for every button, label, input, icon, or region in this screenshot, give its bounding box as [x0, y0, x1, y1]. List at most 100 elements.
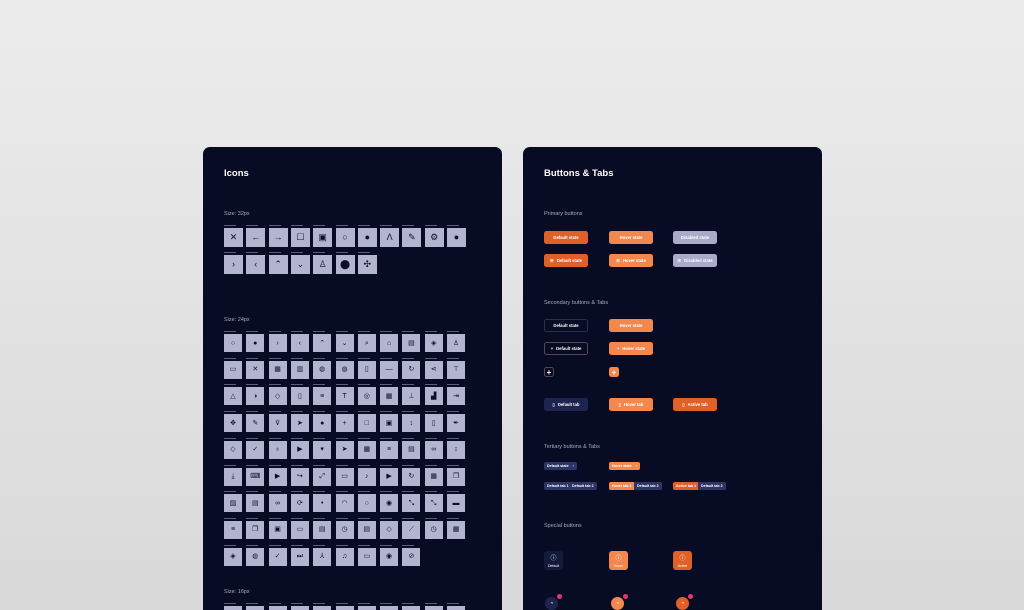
hover-tab[interactable]: ▯ Hover tab — [609, 398, 653, 411]
info-icon: ● — [313, 414, 332, 433]
chevron-left-icon: ‹ — [246, 254, 266, 274]
special-hover-button[interactable]: ⓘ Hover — [609, 551, 628, 570]
icon-label — [268, 517, 281, 519]
person-icon: ♙ — [447, 334, 465, 352]
special-active-button[interactable]: ⓘ Active — [673, 551, 692, 570]
icon-label — [357, 357, 370, 359]
primary-hover-icon-button[interactable]: ☰ Hover state — [609, 254, 653, 267]
plus-icon: + — [546, 367, 552, 377]
icon-label — [246, 517, 259, 519]
label: Disabled state — [684, 258, 713, 263]
icon-label — [313, 357, 326, 359]
label: Hover tab 1 — [612, 484, 632, 488]
icon-label — [380, 225, 393, 226]
icon-label — [380, 331, 393, 332]
icon-label — [402, 411, 415, 413]
panel-title: Icons — [224, 168, 249, 179]
edit-icon: ✎ — [246, 414, 265, 433]
compass-icon: Λ — [380, 228, 400, 247]
icon-label — [268, 225, 281, 226]
document-icon: ▤ — [313, 520, 332, 539]
primary-default-button[interactable]: Default state — [544, 231, 588, 244]
tertiary-tab-1[interactable]: Default tab 1 — [544, 482, 572, 490]
check-icon: ✓ — [268, 547, 287, 566]
grid-icon: ▦ — [268, 360, 287, 379]
video-icon: ▶ — [380, 467, 399, 486]
notification-hover-button[interactable]: ◔ — [611, 594, 628, 610]
secondary-default-button[interactable]: Default state — [544, 319, 588, 332]
special-heading: Special buttons — [544, 523, 582, 529]
clock-icon: ◷ — [335, 520, 354, 539]
icon-label — [313, 464, 326, 466]
icon-label — [424, 225, 437, 226]
icon-label — [447, 437, 459, 439]
location-icon: ⬤ — [335, 254, 355, 274]
icon-label — [313, 544, 326, 546]
icon-label — [290, 225, 303, 226]
label: Hover state — [622, 346, 646, 351]
plus-icon: + — [616, 346, 620, 351]
table-icon: ▦ — [357, 440, 376, 459]
icon-label — [447, 517, 459, 519]
tertiary-tab-2[interactable]: Default tab 2 — [698, 482, 726, 490]
primary-hover-button[interactable]: Hover state — [609, 231, 653, 244]
secondary-hover-button[interactable]: Hover state — [609, 319, 653, 332]
sort-icon: ↕ — [402, 414, 421, 433]
icon-label — [313, 251, 326, 253]
home-icon: ⌂ — [380, 606, 399, 610]
radio-icon: ○ — [357, 494, 376, 513]
checkmark-filled-icon: ● — [357, 228, 377, 247]
link-icon: ∞ — [424, 440, 443, 459]
label: Hover state — [619, 235, 643, 240]
icon-label — [335, 464, 348, 466]
tertiary-hover-button[interactable]: Hover state › — [609, 462, 640, 470]
icon-label — [290, 603, 303, 604]
secondary-plus-icon-button[interactable]: + — [544, 367, 554, 377]
icon-label — [290, 544, 303, 546]
radio-icon: ○ — [224, 606, 242, 610]
default-tab[interactable]: ▯ Default tab — [544, 398, 588, 411]
notification-active-button[interactable]: ◔ — [676, 594, 693, 610]
notification-default-button[interactable]: ◔ — [545, 594, 562, 610]
tertiary-active-tab-1[interactable]: Active tab 1 — [673, 482, 700, 490]
icon-label — [335, 411, 348, 413]
secondary-default-plus-button[interactable]: + Default state — [544, 342, 588, 355]
play-icon: ▶ — [268, 467, 287, 486]
secondary-hover-plus-button[interactable]: + Hover state — [609, 342, 653, 355]
special-default-button[interactable]: ⓘ Default — [544, 551, 563, 570]
primary-disabled-button[interactable]: Disabled state — [673, 231, 717, 244]
secondary-hover-plus-icon-button[interactable]: + — [609, 367, 619, 377]
eye-off-icon: ⊘ — [402, 547, 421, 566]
cube-icon: ◈ — [424, 606, 443, 610]
icon-label — [313, 603, 326, 604]
icon-label — [402, 517, 415, 519]
primary-default-icon-button[interactable]: ☰ Default state — [544, 254, 588, 267]
active-tab[interactable]: ▯ Active tab — [673, 398, 717, 411]
arrows-icon: ⤡ — [424, 494, 443, 513]
icon-label — [402, 491, 415, 493]
icon-label — [357, 437, 370, 439]
icon-label — [290, 331, 303, 332]
primary-disabled-icon-button[interactable]: ☰ Disabled state — [673, 254, 717, 267]
gauge-icon: ◔ — [680, 600, 685, 607]
icon-label — [224, 384, 236, 386]
calculator-icon: ▦ — [447, 520, 465, 539]
pushpin-icon: ✎ — [402, 228, 422, 247]
icon-label — [224, 437, 236, 439]
icon-label — [335, 225, 348, 226]
lock-icon: ▣ — [268, 520, 287, 539]
tertiary-tab-2[interactable]: Default tab 2 — [634, 482, 662, 490]
caret-down-icon: ▾ — [313, 440, 332, 459]
icon-label — [268, 251, 281, 253]
icon-label — [380, 491, 393, 493]
checkbox-filled-icon: ▣ — [380, 414, 399, 433]
cube-icon: ◈ — [224, 547, 242, 566]
copy-icon: ❐ — [447, 467, 465, 486]
settings-icon: ⚙ — [424, 228, 444, 247]
icon-label — [224, 603, 236, 604]
tertiary-hover-tab-1[interactable]: Hover tab 1 — [609, 482, 635, 490]
drop-icon: ● — [447, 228, 466, 247]
tertiary-default-button[interactable]: Default state › — [544, 462, 577, 470]
tertiary-tab-2[interactable]: Default tab 2 — [569, 482, 597, 490]
camera-icon: ◉ — [380, 494, 399, 513]
